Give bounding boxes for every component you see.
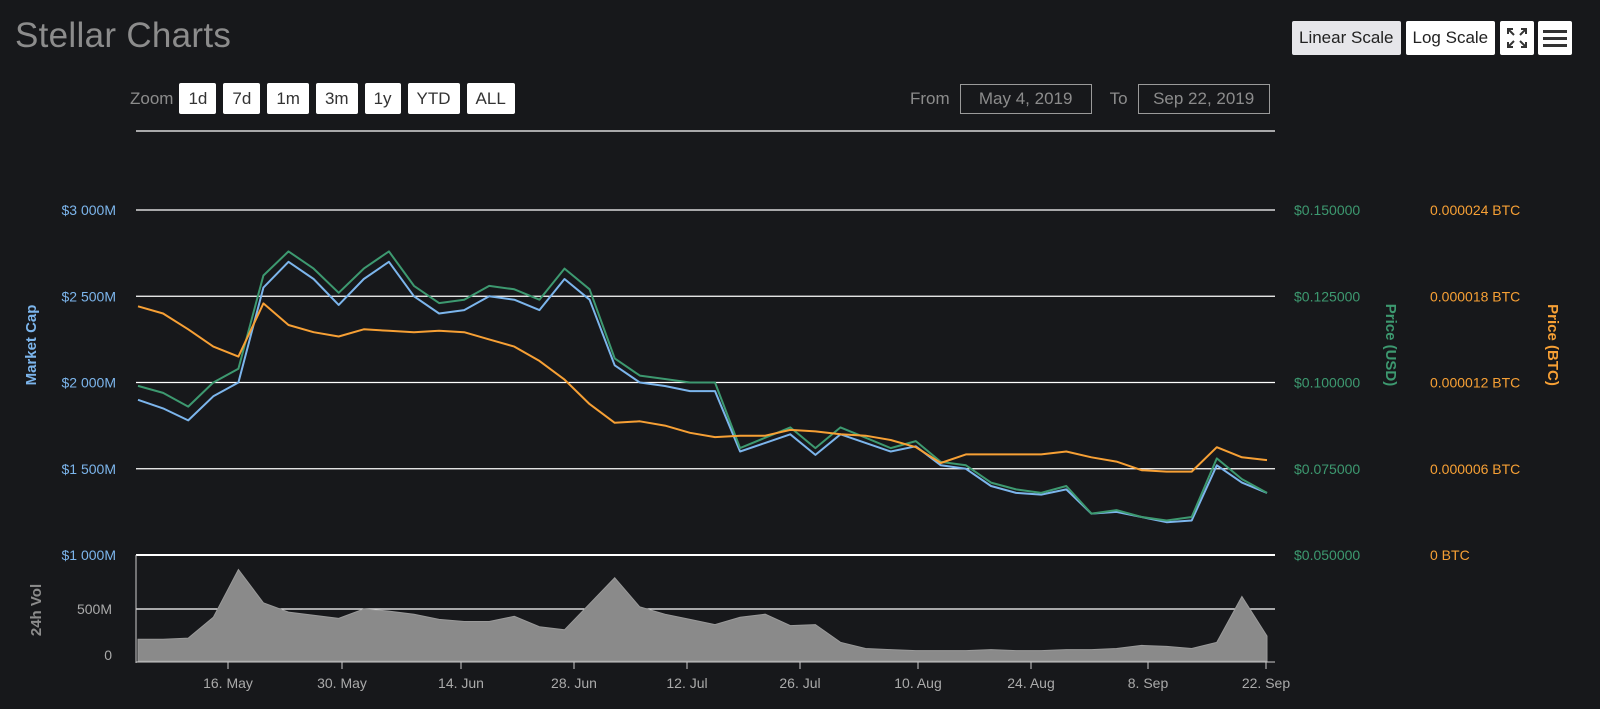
to-label: To — [1109, 89, 1128, 108]
linear-scale-button[interactable]: Linear Scale — [1292, 21, 1401, 55]
price-btc-axis-title: Price (BTC) — [1544, 304, 1561, 386]
zoom-1d-button[interactable]: 1d — [179, 83, 217, 114]
date-range: From May 4, 2019 To Sep 22, 2019 — [910, 84, 1288, 114]
chart-title: Stellar Charts — [15, 16, 232, 55]
x-tick-label: 30. May — [317, 675, 367, 691]
market-cap-tick-label: $1 500M — [62, 461, 116, 477]
x-tick-label: 24. Aug — [1007, 675, 1055, 691]
zoom-ytd-button[interactable]: YTD — [407, 83, 460, 114]
fullscreen-icon — [1507, 28, 1528, 48]
zoom-label: Zoom — [130, 88, 174, 108]
log-scale-button[interactable]: Log Scale — [1405, 21, 1496, 55]
x-tick-label: 22. Sep — [1242, 675, 1290, 691]
price-usd-line — [137, 250, 1268, 522]
price-usd-tick-label: $0.075000 — [1294, 461, 1360, 477]
price-btc-tick-label: 0.000006 BTC — [1430, 461, 1520, 477]
market-cap-tick-label: $3 000M — [62, 202, 116, 218]
volume-tick-label: 0 — [104, 647, 112, 663]
price-usd-tick-label: $0.125000 — [1294, 288, 1360, 304]
volume-area — [137, 568, 1268, 662]
menu-button[interactable] — [1538, 21, 1573, 55]
to-date-input[interactable]: Sep 22, 2019 — [1137, 84, 1270, 114]
zoom-all-button[interactable]: ALL — [466, 83, 515, 114]
price-usd-tick-label: $0.050000 — [1294, 547, 1360, 563]
scale-toggle: Linear Scale Log Scale — [1292, 21, 1576, 55]
x-tick-label: 12. Jul — [666, 675, 707, 691]
market-cap-tick-label: $2 000M — [62, 375, 116, 391]
price-btc-tick-label: 0.000018 BTC — [1430, 288, 1520, 304]
menu-icon — [1543, 30, 1568, 47]
x-tick-label: 8. Sep — [1128, 675, 1169, 691]
x-tick-label: 26. Jul — [779, 675, 820, 691]
market-cap-tick-label: $2 500M — [62, 288, 116, 304]
from-date-input[interactable]: May 4, 2019 — [959, 84, 1092, 114]
market-cap-axis-title: Market Cap — [23, 305, 40, 386]
volume-tick-label: 500M — [77, 601, 112, 617]
price-usd-tick-label: $0.100000 — [1294, 375, 1360, 391]
zoom-controls: Zoom 1d 7d 1m 3m 1y YTD ALL — [130, 83, 522, 114]
price-btc-tick-label: 0.000012 BTC — [1430, 375, 1520, 391]
zoom-1y-button[interactable]: 1y — [364, 83, 401, 114]
market-cap-tick-label: $1 000M — [62, 547, 116, 563]
fullscreen-button[interactable] — [1500, 21, 1535, 55]
zoom-3m-button[interactable]: 3m — [315, 83, 358, 114]
price-usd-axis-title: Price (USD) — [1382, 304, 1399, 387]
x-tick-label: 16. May — [203, 675, 253, 691]
x-tick-label: 28. Jun — [551, 675, 597, 691]
x-tick-label: 14. Jun — [438, 675, 484, 691]
x-tick-label: 10. Aug — [894, 675, 942, 691]
price-btc-tick-label: 0 BTC — [1430, 547, 1470, 563]
price-btc-tick-label: 0.000024 BTC — [1430, 202, 1520, 218]
price-btc-line — [137, 302, 1268, 473]
zoom-1m-button[interactable]: 1m — [267, 83, 309, 114]
volume-axis-title: 24h Vol — [28, 584, 45, 636]
from-label: From — [910, 89, 950, 108]
price-usd-tick-label: $0.150000 — [1294, 202, 1360, 218]
market-cap-line — [137, 260, 1268, 524]
zoom-7d-button[interactable]: 7d — [223, 83, 261, 114]
